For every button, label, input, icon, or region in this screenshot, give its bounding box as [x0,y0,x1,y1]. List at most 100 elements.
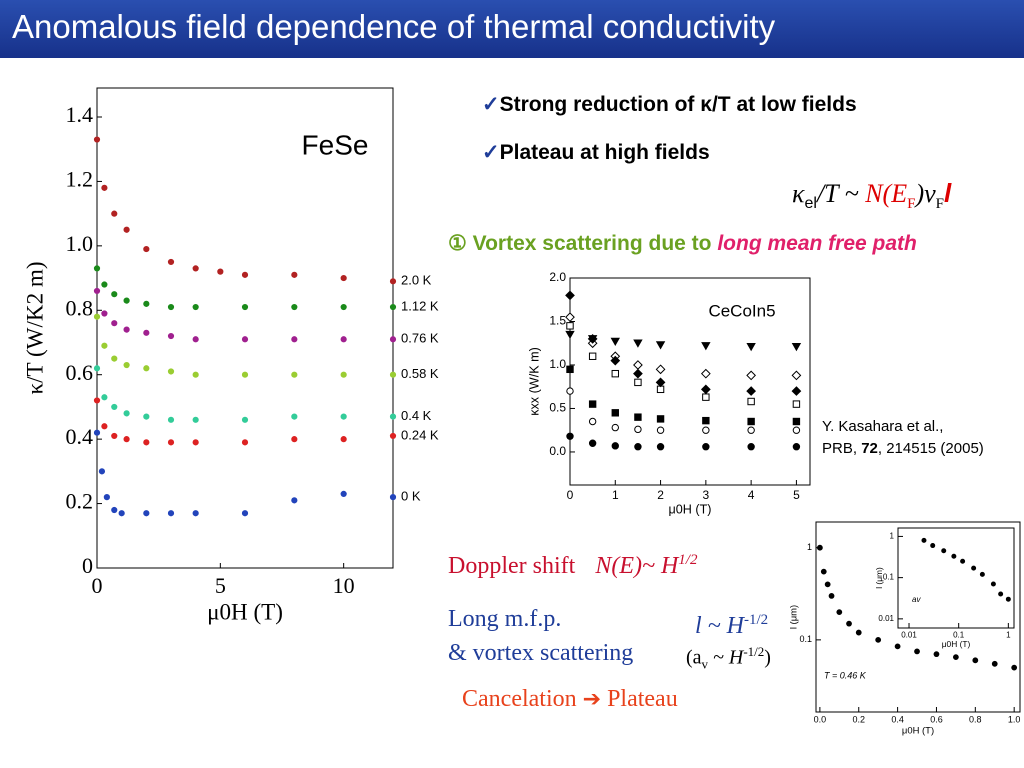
point [566,432,574,440]
point [933,651,940,658]
plot-frame [897,527,1015,629]
point [700,368,711,379]
point [702,416,710,425]
point [836,609,843,616]
y-tick-label: 1.0 [549,357,566,371]
point [816,544,823,551]
legend-label: 0.4 K [401,408,432,423]
point [93,136,101,143]
y-axis-label: κxx (W/K m) [527,347,541,416]
f: F [907,196,916,213]
point [566,322,574,330]
point [340,371,347,378]
point [855,629,862,636]
y-tick-label: 1.0 [66,231,94,256]
bullet-text: Strong reduction of κ/T at low fields [499,93,857,116]
point [101,342,108,349]
point [566,365,574,374]
point [143,329,150,336]
point [389,371,397,378]
note: 1/2 [678,552,697,568]
mfp-note: Long m.f.p. & vortex scattering [448,602,633,670]
f: l [944,178,951,208]
point [241,371,249,378]
point [389,413,397,420]
point [167,303,175,311]
point [610,351,621,362]
point [611,369,619,378]
legend-label: 0.76 K [401,331,439,346]
point [930,543,936,549]
point [792,400,801,408]
point [846,620,852,627]
point [93,313,101,320]
x-tick-label: 0.8 [969,714,982,724]
ref-rest: , 214515 (2005) [877,440,984,457]
point [93,265,101,272]
y-axis-label: l (μm) [874,567,884,589]
point [101,184,108,191]
point [167,368,175,375]
x-tick-label: 1 [612,488,619,502]
legend-label: 0 K [401,489,421,504]
point [634,425,642,434]
f: /T ~ [816,179,866,208]
point [828,592,835,599]
point [192,416,199,423]
point [746,386,756,396]
point [241,439,249,446]
point [389,432,397,440]
note: & vortex scattering [448,640,634,666]
arrow: ➔ [582,687,602,712]
chart-label: CeCoIn5 [708,301,775,320]
x-tick-label: 4 [748,488,755,502]
plot-frame [815,521,1021,713]
y-tick-label: 0.6 [66,360,94,385]
point [389,278,397,285]
point [588,352,597,360]
note: l ~ H [695,613,744,639]
y-axis-label: l (μm) [789,605,800,629]
title: Anomalous field dependence of thermal co… [12,8,776,45]
x-axis-label: μ0H (T) [902,725,934,736]
header: Anomalous field dependence of thermal co… [0,0,1024,58]
point [123,410,130,417]
point [792,426,801,434]
point [702,426,710,434]
point [241,336,249,343]
f: κ [792,179,805,208]
f: )v [915,179,936,208]
x-tick-label: 0.1 [953,630,965,639]
point [610,355,621,366]
x-tick-label: 3 [703,488,710,502]
y-tick-label: 2.0 [549,270,566,284]
point [702,443,710,451]
mfp-formula: l ~ H-1/2 [695,612,768,640]
point [656,415,665,423]
point [746,370,756,381]
point [791,386,802,396]
point [914,648,920,655]
note: Cancelation [462,686,577,712]
point [143,300,150,307]
bullet: ✓Plateau at high fields [482,141,710,164]
point [241,416,249,423]
point [611,409,619,417]
point [656,426,665,434]
point [118,510,125,517]
x-tick-label: 0.0 [814,714,827,724]
point [565,290,575,301]
note: N(E)~ H [595,553,679,579]
note: Doppler shift [448,553,576,579]
point [610,337,620,347]
point [587,335,598,344]
point [587,338,598,349]
ref-journal: PRB, [822,440,862,457]
point [93,287,101,295]
point [291,271,298,278]
x-tick-label: 0 [567,488,574,502]
point [123,436,130,443]
point [340,336,347,343]
point [111,355,118,362]
point [389,303,397,311]
